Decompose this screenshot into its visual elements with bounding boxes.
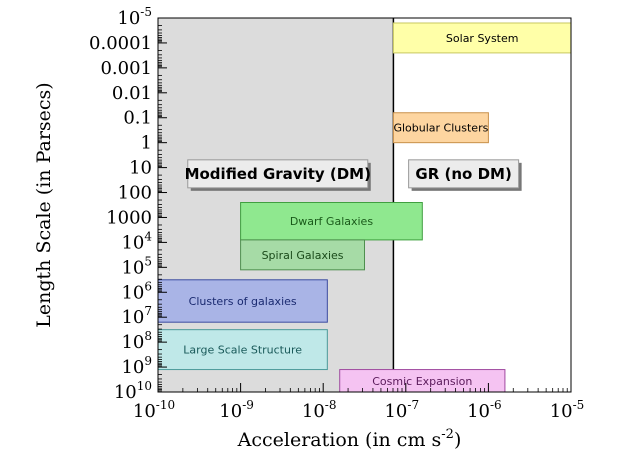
solar-system-box: [392, 22, 572, 54]
y-tick-base: 10: [121, 357, 144, 378]
y-tick-base: 0.0001: [89, 33, 152, 54]
x-tick-exponent: -7: [407, 398, 419, 412]
y-tick-exponent: 7: [144, 304, 152, 318]
clusters-of-galaxies-box: [157, 279, 328, 323]
y-tick-base: 10: [121, 257, 144, 278]
dwarf-galaxies-label: Dwarf Galaxies: [290, 215, 373, 228]
dwarf-galaxies-box: [240, 202, 423, 241]
globular-clusters-label: Globular Clusters: [393, 122, 488, 135]
y-tick-base: 10: [121, 232, 144, 253]
x-axis-title: Acceleration (in cm s-2): [237, 427, 462, 451]
y-tick-base: 10: [129, 158, 152, 179]
large-scale-structure-box: [157, 329, 328, 371]
y-tick-base: 0.001: [100, 58, 152, 79]
x-tick-base: 10: [219, 401, 242, 422]
y-tick-exponent: 9: [144, 354, 152, 368]
y-tick-base: 10: [121, 332, 144, 353]
gr-region: [393, 18, 571, 392]
y-tick-base: 10: [117, 8, 140, 29]
x-tick-base: 10: [550, 401, 573, 422]
x-axis-title-main: Acceleration (in cm s: [237, 429, 442, 451]
solar-system-label: Solar System: [446, 32, 519, 45]
spiral-galaxies-label: Spiral Galaxies: [262, 249, 344, 262]
y-tick-exponent: 10: [137, 379, 152, 393]
y-tick-label: 10-5: [117, 5, 152, 29]
x-tick-base: 10: [384, 401, 407, 422]
y-tick-label: 106: [121, 279, 152, 303]
x-tick-label: 10-7: [384, 398, 419, 422]
modified-gravity-label: Modified Gravity (DM): [185, 165, 371, 183]
y-tick-exponent: 4: [144, 229, 152, 243]
x-tick-exponent: -9: [242, 398, 254, 412]
gr-label-panel: [408, 159, 520, 189]
y-tick-label: 1010: [114, 379, 152, 403]
y-tick-label: 107: [121, 304, 152, 328]
y-tick-label: 108: [121, 329, 152, 353]
y-tick-label: 1000: [106, 207, 152, 228]
y-tick-base: 100: [118, 183, 152, 204]
y-tick-base: 10: [114, 382, 137, 403]
x-axis-title-end: ): [454, 429, 461, 451]
x-tick-base: 10: [467, 401, 490, 422]
y-tick-base: 1000: [106, 207, 152, 228]
y-tick-label: 0.001: [100, 58, 152, 79]
globular-clusters-box: [392, 112, 489, 144]
x-tick-base: 10: [302, 401, 325, 422]
y-tick-label: 109: [121, 354, 152, 378]
y-axis-title: Length Scale (in Parsecs): [33, 82, 55, 327]
x-tick-exponent: -5: [573, 398, 585, 412]
x-tick-exponent: -6: [490, 398, 502, 412]
x-tick-label: 10-8: [302, 398, 337, 422]
clusters-of-galaxies-label: Clusters of galaxies: [189, 295, 297, 308]
x-tick-label: 10-10: [133, 398, 175, 422]
y-tick-label: 100: [118, 183, 152, 204]
large-scale-structure-label: Large Scale Structure: [183, 344, 302, 357]
plot-frame: [157, 17, 572, 393]
y-tick-exponent: -5: [140, 5, 152, 19]
y-tick-exponent: 6: [144, 279, 152, 293]
y-tick-label: 0.1: [123, 108, 152, 129]
y-tick-label: 105: [121, 254, 152, 278]
y-tick-base: 0.01: [112, 83, 152, 104]
y-tick-label: 1: [141, 133, 152, 154]
modified-gravity-label-panel: [187, 159, 369, 189]
y-tick-base: 1: [141, 133, 152, 154]
y-tick-base: 10: [121, 282, 144, 303]
x-tick-exponent: -8: [325, 398, 337, 412]
y-tick-label: 10: [129, 158, 152, 179]
y-tick-base: 0.1: [123, 108, 152, 129]
y-tick-label: 0.0001: [89, 33, 152, 54]
x-tick-exponent: -10: [156, 398, 175, 412]
y-tick-exponent: 5: [144, 254, 152, 268]
spiral-galaxies-box: [240, 239, 366, 271]
gr-label: GR (no DM): [415, 165, 511, 183]
y-tick-label: 0.01: [112, 83, 152, 104]
x-tick-label: 10-6: [467, 398, 502, 422]
y-tick-label: 104: [121, 229, 152, 253]
y-tick-exponent: 8: [144, 329, 152, 343]
cosmic-expansion-label: Cosmic Expansion: [372, 375, 472, 388]
x-tick-label: 10-9: [219, 398, 254, 422]
x-axis-title-exponent: -2: [441, 427, 454, 442]
x-tick-label: 10-5: [550, 398, 585, 422]
x-tick-base: 10: [133, 401, 156, 422]
y-tick-base: 10: [121, 307, 144, 328]
